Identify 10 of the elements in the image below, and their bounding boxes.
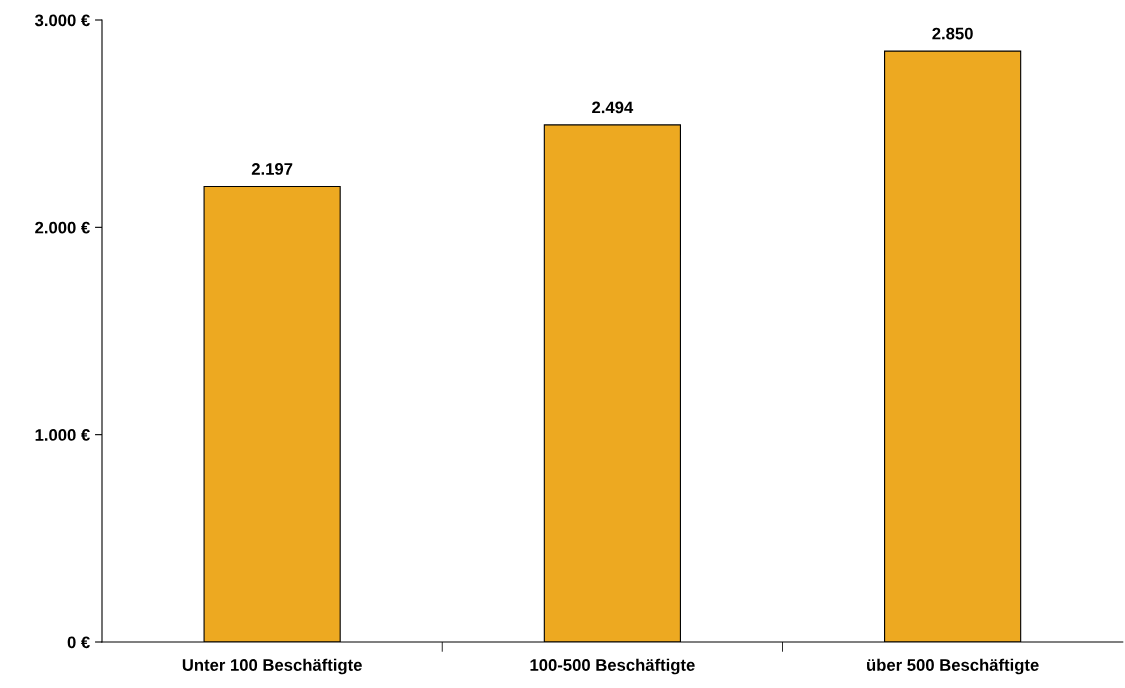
data-label: 2.494 xyxy=(592,101,634,114)
data-label: 2.850 xyxy=(932,27,973,40)
x-tick-label: 100-500 Beschäftigte xyxy=(530,658,695,675)
y-tick-label: 3.000 € xyxy=(34,14,90,27)
y-tick-label: 1.000 € xyxy=(35,429,90,441)
y-tick-label: 2.000 € xyxy=(35,221,90,234)
x-tick-label: über 500 Beschäftigte xyxy=(867,658,1039,675)
data-label: 2.197 xyxy=(251,163,293,175)
x-tick-label: Unter 100 Beschäftigte xyxy=(182,658,362,675)
y-tick-label: 0 € xyxy=(67,636,90,649)
